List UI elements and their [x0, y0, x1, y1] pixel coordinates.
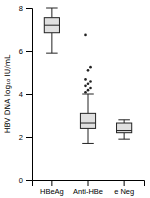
box [80, 34, 95, 144]
median [44, 25, 59, 26]
box [44, 8, 59, 53]
y-tick: 0 [19, 176, 32, 185]
y-tick: 6 [19, 47, 32, 56]
marks [44, 8, 131, 143]
whisker-low [51, 33, 52, 53]
outlier [84, 34, 87, 37]
x-tick-mark [51, 180, 52, 186]
box-body [117, 123, 132, 133]
y-tick-label: 0 [19, 176, 23, 185]
outlier [89, 80, 92, 83]
cap-low [118, 139, 130, 140]
whisker-low [88, 128, 89, 143]
cap-low [82, 143, 94, 144]
y-tick-label: 6 [19, 47, 23, 56]
x-tick-mark [88, 180, 89, 186]
y-tick-label: 4 [19, 90, 23, 99]
y-tick-label: 2 [19, 133, 23, 142]
whisker-high [51, 8, 52, 18]
y-tick: 4 [19, 90, 32, 99]
outlier [87, 89, 90, 92]
chart: 0 2 4 6 8 HBeAg Anti-HBe e Neg HBV DNA log₁₀ IU/… [0, 0, 150, 198]
y-tick-mark [26, 137, 32, 138]
x-tick: Anti-HBe [73, 180, 103, 196]
y-tick: 2 [19, 133, 32, 142]
cap-high [46, 8, 58, 9]
outlier [84, 78, 87, 81]
box-body [44, 18, 59, 33]
y-axis: 0 2 4 6 8 [19, 4, 33, 185]
y-tick-mark [26, 8, 32, 9]
median [117, 130, 132, 131]
median [80, 123, 95, 124]
outlier [89, 66, 92, 69]
outlier [87, 69, 90, 72]
whisker-low [124, 133, 125, 139]
outlier [84, 91, 87, 94]
x-tick-label: Anti-HBe [73, 187, 103, 196]
y-axis-line [26, 9, 33, 181]
x-tick-label: HBeAg [40, 187, 64, 196]
x-tick-mark [124, 180, 125, 186]
cap-low [46, 53, 58, 54]
y-tick-mark [26, 180, 32, 181]
whisker-high [88, 94, 89, 113]
box [117, 120, 132, 139]
x-tick-label: e Neg [114, 187, 134, 196]
box-body [80, 113, 95, 128]
y-tick-label: 8 [19, 4, 23, 13]
outlier [84, 85, 87, 88]
cap-high [82, 94, 94, 95]
outlier [87, 82, 90, 85]
y-tick-mark [26, 51, 32, 52]
y-axis-title: HBV DNA log₁₀ IU/mL [3, 54, 12, 133]
cap-high [118, 119, 130, 120]
x-axis-line [33, 181, 145, 187]
y-tick-mark [26, 94, 32, 95]
x-tick: HBeAg [40, 180, 64, 196]
x-axis: HBeAg Anti-HBe e Neg [33, 180, 145, 196]
y-tick: 8 [19, 4, 32, 13]
outlier [89, 87, 92, 90]
x-tick: e Neg [114, 180, 134, 196]
plot: 0 2 4 6 8 HBeAg Anti-HBe e Neg [19, 4, 145, 196]
